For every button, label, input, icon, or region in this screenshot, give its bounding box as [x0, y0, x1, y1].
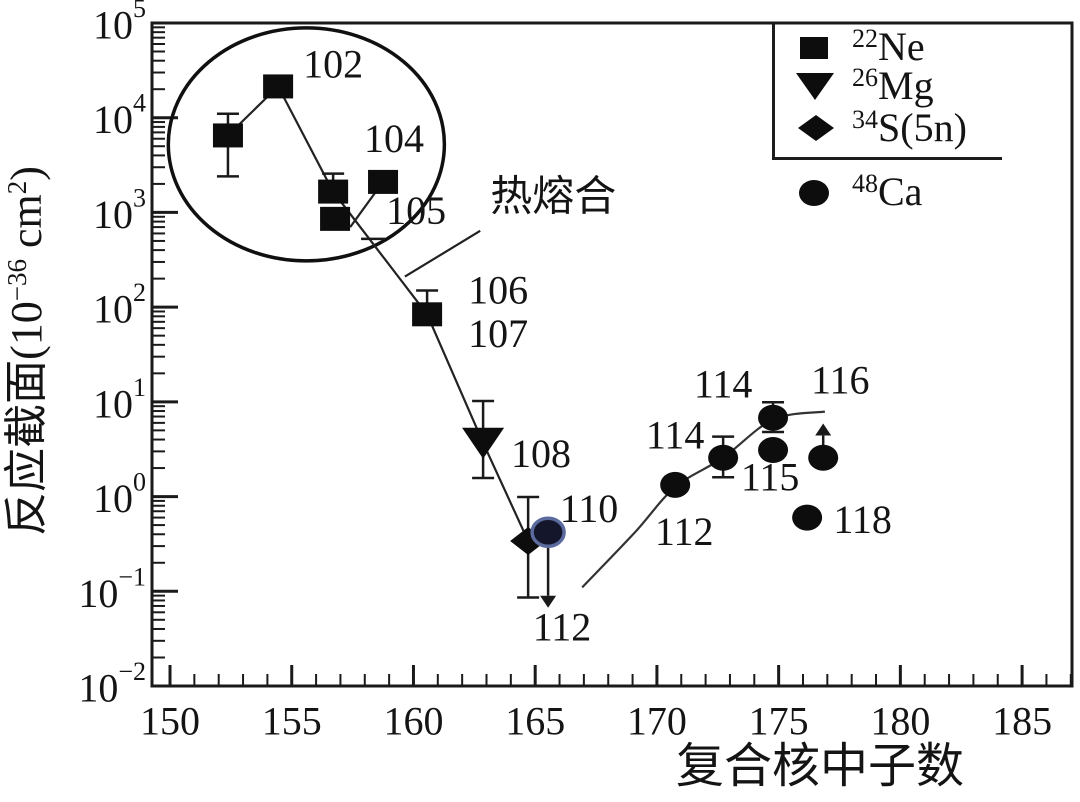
point-label-110-6: 110 [560, 486, 619, 531]
x-tick-label-175: 175 [749, 699, 809, 744]
point-label-115-11: 115 [741, 455, 800, 500]
marker-circle-48Ca-5 [808, 444, 839, 471]
marker-circle-48Ca-2 [708, 444, 739, 471]
legend-label-48ca-text: Ca [878, 169, 923, 214]
legend-circle-marker-48ca [799, 180, 829, 206]
y-axis-title-unit-exponent: 2 [2, 180, 33, 195]
y-tick-label-1e-2: 10−2 [78, 657, 146, 711]
point-label-107-4: 107 [468, 311, 528, 356]
marker-circle-48Ca-1 [660, 471, 691, 498]
point-label-112-8: 112 [655, 509, 714, 554]
marker-square-22Ne-4 [368, 169, 399, 194]
x-tick-label-185: 185 [992, 699, 1052, 744]
legend-label-26mg-sup: 26 [852, 63, 878, 92]
y-tick-label-1e-1: 10−1 [78, 562, 146, 616]
y-tick-label-1e0: 100 [93, 467, 146, 521]
x-tick-label-165: 165 [505, 699, 565, 744]
y-tick-label-1e1: 101 [93, 372, 146, 426]
x-tick-label-180: 180 [870, 699, 930, 744]
y-axis-title-base: 反应截面(10 [2, 301, 51, 536]
marker-circle-48Ca-0 [530, 516, 566, 549]
legend-label-34s-sup: 34 [852, 105, 878, 134]
point-label-热熔合-14: 热熔合 [490, 173, 616, 220]
48Ca-5-lower-limit-arrow-head [815, 423, 832, 436]
legend-label-22ne-sup: 22 [852, 24, 878, 53]
point-label-105-2: 105 [386, 188, 446, 233]
point-label-116-12: 116 [811, 358, 870, 403]
legend-label-26mg: 26Mg [852, 62, 934, 115]
y-tick-label-1e3: 103 [93, 183, 146, 237]
legend-label-26mg-text: Mg [878, 63, 934, 108]
marker-circle-48Ca-4 [758, 437, 789, 464]
x-tick-label-150: 150 [140, 699, 200, 744]
legend-box-left-border [772, 24, 775, 159]
x-tick-label-155: 155 [262, 699, 322, 744]
marker-circle-48Ca-3 [758, 404, 789, 431]
marker-triangle-down-26Mg-0 [462, 427, 505, 459]
y-tick-label-1e2: 102 [93, 278, 146, 332]
y-tick-label-1e4: 104 [93, 88, 146, 142]
y-axis-title-close: ) [2, 166, 51, 181]
legend-label-22ne: 22Ne [852, 23, 925, 76]
y-tick-label-1e5: 105 [93, 0, 146, 48]
x-tick-label-160: 160 [383, 699, 443, 744]
legend-label-34s: 34S(5n) [852, 104, 967, 157]
point-label-118-13: 118 [833, 497, 892, 542]
legend-square-marker-22ne [800, 37, 828, 59]
point-label-108-5: 108 [511, 431, 571, 476]
legend-label-22ne-text: Ne [878, 24, 925, 69]
marker-circle-48Ca-6 [792, 504, 823, 531]
legend-label-34s-text: S(5n) [878, 105, 967, 150]
x-tick-label-170: 170 [627, 699, 687, 744]
legend-label-48ca: 48Ca [852, 168, 922, 221]
x-axis-title: 复合核中子数 [600, 738, 1040, 798]
point-label-102-0: 102 [303, 42, 363, 87]
marker-square-22Ne-2 [318, 179, 349, 204]
marker-square-22Ne-5 [412, 302, 443, 327]
point-label-114-9: 114 [646, 413, 705, 458]
point-label-114-10: 114 [694, 362, 753, 407]
marker-square-22Ne-0 [212, 123, 243, 148]
legend-label-48ca-sup: 48 [852, 169, 878, 198]
plot-border [150, 21, 1074, 688]
point-label-104-1: 104 [364, 116, 424, 161]
y-axis-title-exponent: −36 [2, 259, 33, 302]
hot-fusion-ellipse [166, 26, 447, 263]
hot-fusion-pointer-line [404, 229, 481, 278]
marker-square-22Ne-1 [263, 74, 294, 99]
legend-triangle-marker-26mg [796, 73, 834, 100]
legend-box-bottom-border [772, 157, 1002, 160]
48Ca-0-upper-limit-arrow-head [540, 595, 557, 608]
point-label-112-7: 112 [533, 604, 592, 649]
x-axis-title-text: 复合核中子数 [675, 740, 964, 793]
y-axis-title-unit: cm [2, 194, 51, 260]
marker-square-22Ne-3 [320, 206, 351, 231]
y-axis-title: 反应截面(10−36 cm2) [0, 45, 57, 657]
point-label-106-3: 106 [468, 267, 528, 312]
